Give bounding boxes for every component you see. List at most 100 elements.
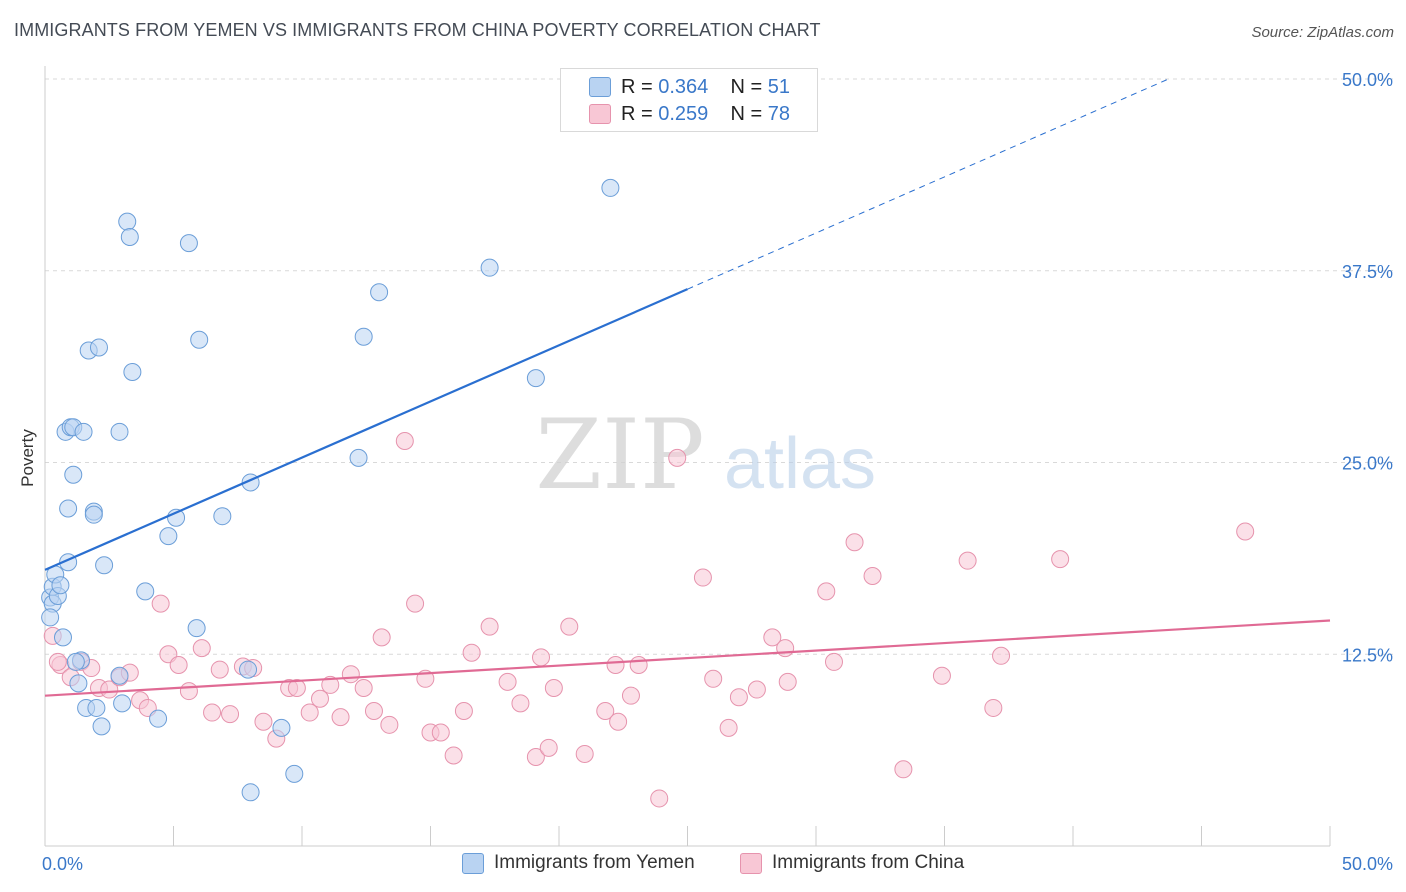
china-point xyxy=(693,568,712,587)
china-point xyxy=(544,678,563,697)
bottom-legend-label-china: Immigrants from China xyxy=(772,852,965,873)
bottom-legend-swatch-china xyxy=(740,853,762,874)
yemen-point xyxy=(87,698,106,717)
china-point xyxy=(462,643,481,662)
china-point xyxy=(169,655,188,674)
china-point xyxy=(511,694,530,713)
legend-china-r: 0.259 xyxy=(658,103,709,125)
legend-n-label: N = xyxy=(730,103,763,125)
china-point xyxy=(321,675,340,694)
china-point xyxy=(763,628,782,647)
yemen-point xyxy=(239,660,258,679)
china-point xyxy=(817,582,836,601)
china-point xyxy=(532,648,551,667)
yemen-point xyxy=(285,764,304,783)
legend-yemen-n: 51 xyxy=(767,76,791,98)
china-point xyxy=(621,686,640,705)
yemen-point xyxy=(480,258,499,277)
y-tick-label: 37.5% xyxy=(1342,262,1393,282)
china-point xyxy=(406,594,425,613)
china-point xyxy=(668,448,687,467)
china-point xyxy=(100,680,119,699)
yemen-point xyxy=(51,576,70,595)
china-point xyxy=(444,746,463,765)
yemen-point xyxy=(66,652,85,671)
yemen-point xyxy=(118,212,137,231)
legend-n-label: N = xyxy=(730,76,763,98)
yemen-point xyxy=(272,718,291,737)
yemen-point xyxy=(64,465,83,484)
china-point xyxy=(704,669,723,688)
legend-r-label: R = xyxy=(621,103,653,125)
y-axis-label: Poverty xyxy=(18,429,37,487)
china-point xyxy=(364,702,383,721)
bottom-legend-swatch-yemen xyxy=(462,853,484,874)
china-point xyxy=(650,789,669,808)
source-label: Source: ZipAtlas.com xyxy=(1251,24,1394,41)
yemen-point xyxy=(354,327,373,346)
china-point xyxy=(560,617,579,636)
china-point xyxy=(192,639,211,658)
china-point xyxy=(609,712,628,731)
china-point xyxy=(824,652,843,671)
china-point xyxy=(894,760,913,779)
yemen-point xyxy=(213,507,232,526)
yemen-point xyxy=(149,709,168,728)
china-point xyxy=(380,715,399,734)
china-point xyxy=(210,660,229,679)
china-point xyxy=(992,646,1011,665)
china-point xyxy=(341,665,360,684)
china-point xyxy=(778,672,797,691)
china-point xyxy=(431,723,450,742)
china-point xyxy=(747,680,766,699)
china-point xyxy=(629,655,648,674)
axes xyxy=(44,66,1331,847)
china-point xyxy=(221,705,240,724)
china-point xyxy=(372,628,391,647)
yemen-point xyxy=(74,422,93,441)
china-point xyxy=(719,718,738,737)
china-point xyxy=(287,678,306,697)
correlation-legend: R = 0.364 N = 51 R = 0.259 N = 78 xyxy=(560,68,818,132)
china-point xyxy=(539,738,558,757)
china-point xyxy=(863,567,882,586)
legend-swatch-yemen xyxy=(589,77,611,97)
yemen-point xyxy=(110,666,129,685)
gridlines xyxy=(45,78,1395,655)
yemen-point xyxy=(190,330,209,349)
yemen-point xyxy=(92,717,111,736)
china-point xyxy=(845,533,864,552)
legend-r-label: R = xyxy=(621,76,653,98)
yemen-points xyxy=(41,178,620,802)
china-point xyxy=(776,639,795,658)
yemen-point xyxy=(95,556,114,575)
china-point xyxy=(498,672,517,691)
y-tick-label: 12.5% xyxy=(1342,645,1393,665)
yemen-point xyxy=(110,422,129,441)
china-point xyxy=(1236,522,1255,541)
china-point xyxy=(984,698,1003,717)
china-point xyxy=(310,689,329,708)
china-point xyxy=(1051,550,1070,569)
yemen-point xyxy=(84,505,103,524)
yemen-point xyxy=(159,527,178,546)
china-trend-line xyxy=(44,619,1331,697)
legend-swatch-china xyxy=(589,104,611,124)
china-point xyxy=(254,712,273,731)
china-point xyxy=(179,682,198,701)
x-tick-label: 0.0% xyxy=(42,854,83,874)
china-point xyxy=(151,594,170,613)
china-point xyxy=(596,702,615,721)
china-point xyxy=(932,666,951,685)
chart-title: IMMIGRANTS FROM YEMEN VS IMMIGRANTS FROM… xyxy=(14,20,821,40)
china-point xyxy=(395,432,414,451)
yemen-point xyxy=(59,499,78,518)
yemen-point xyxy=(136,582,155,601)
yemen-point xyxy=(89,338,108,357)
watermark-atlas: atlas xyxy=(724,424,876,504)
y-tick-label: 50.0% xyxy=(1342,70,1393,90)
yemen-point xyxy=(113,694,132,713)
china-point xyxy=(331,708,350,727)
y-tick-label: 25.0% xyxy=(1342,454,1393,474)
